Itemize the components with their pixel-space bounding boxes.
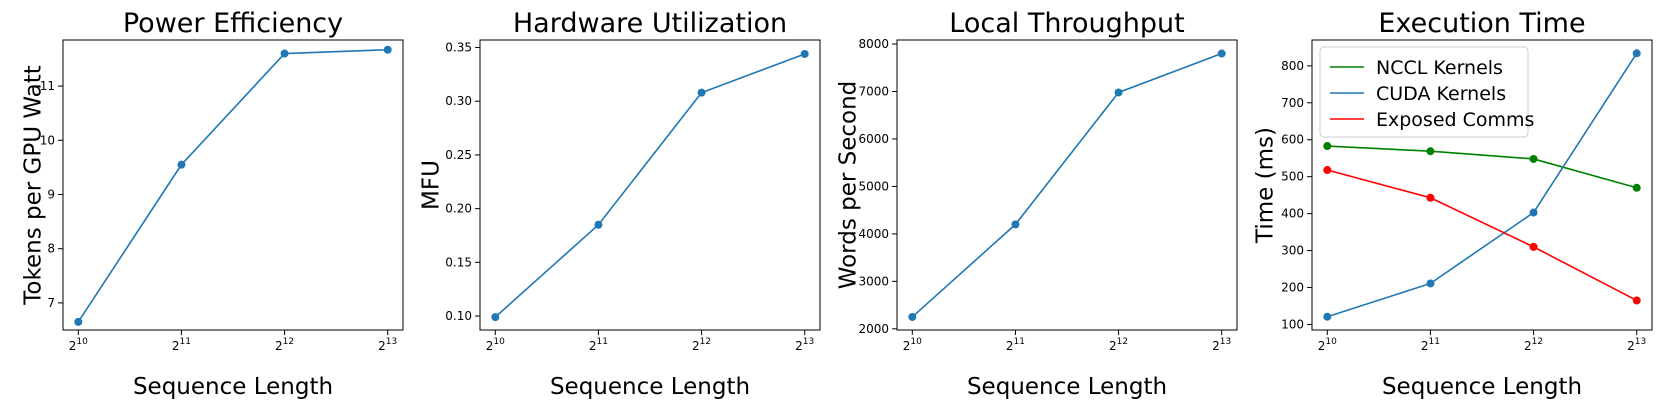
y-tick-label: 7	[47, 296, 55, 310]
x-tick-label: 210	[486, 337, 505, 353]
y-tick-label: 0.15	[445, 255, 472, 269]
data-point	[1323, 312, 1332, 321]
x-tick-label: 210	[69, 337, 88, 353]
data-point	[1323, 142, 1332, 151]
y-tick-label: 0.20	[445, 202, 472, 216]
y-tick-label: 300	[1281, 244, 1304, 258]
y-tick-label: 600	[1281, 133, 1304, 147]
chart-panel: Local Throughput Sequence Length Words per…	[836, 8, 1238, 400]
y-tick-label: 9	[47, 187, 55, 201]
x-tick-label: 210	[903, 337, 922, 353]
data-point	[1323, 166, 1332, 175]
y-tick-label: 400	[1281, 207, 1304, 221]
y-tick-label: 0.35	[445, 41, 472, 55]
chart-title: Local Throughput	[949, 8, 1184, 39]
x-tick-label: 211	[172, 337, 191, 353]
data-point	[1632, 296, 1641, 305]
y-tick-label: 4000	[858, 227, 889, 241]
legend-label: Exposed Comms	[1376, 109, 1534, 131]
legend-label: CUDA Kernels	[1376, 83, 1506, 105]
y-tick-label: 200	[1281, 281, 1304, 295]
axes-frame	[62, 39, 404, 331]
x-tick-label: 213	[1212, 337, 1231, 353]
y-axis-label: Tokens per GPU Watt	[21, 65, 47, 306]
data-point	[1529, 154, 1538, 163]
axes-frame	[1311, 39, 1653, 331]
y-tick-label: 800	[1281, 59, 1304, 73]
series-line	[1327, 169, 1638, 302]
data-point	[1426, 147, 1435, 156]
data-point	[908, 312, 917, 321]
axes-frame	[479, 39, 821, 331]
y-tick-label: 700	[1281, 96, 1304, 110]
data-point	[280, 49, 289, 58]
series-line	[1327, 52, 1638, 318]
x-tick-label: 210	[1318, 337, 1337, 353]
data-point	[1529, 242, 1538, 251]
x-tick-label: 212	[692, 337, 711, 353]
y-tick-label: 10	[40, 133, 55, 147]
y-tick-label: 100	[1281, 317, 1304, 331]
data-point	[1114, 88, 1123, 97]
y-tick-label: 0.10	[445, 309, 472, 323]
series-line	[77, 48, 388, 323]
chart-panel: Execution Time Sequence Length Time (ms) 21…	[1253, 8, 1653, 400]
y-tick-label: 8	[47, 242, 55, 256]
data-point	[1632, 49, 1641, 58]
data-point	[1632, 183, 1641, 192]
chart-title: Power Efficiency	[123, 8, 343, 39]
axes-frame	[896, 39, 1238, 331]
data-point	[800, 49, 809, 58]
x-tick-label: 211	[1006, 337, 1025, 353]
chart-title: Hardware Utilization	[513, 8, 787, 39]
series-line	[494, 53, 805, 318]
x-tick-label: 213	[378, 337, 397, 353]
y-tick-label: 3000	[858, 274, 889, 288]
x-tick-label: 212	[1109, 337, 1128, 353]
data-point	[74, 317, 83, 326]
y-tick-label: 500	[1281, 170, 1304, 184]
y-tick-label: 7000	[858, 84, 889, 98]
y-tick-label: 0.25	[445, 148, 472, 162]
legend-label: NCCL Kernels	[1376, 57, 1503, 79]
data-point	[697, 88, 706, 97]
y-tick-label: 2000	[858, 322, 889, 336]
data-point	[1426, 279, 1435, 288]
y-axis-label: Words per Second	[836, 81, 862, 290]
x-tick-label: 212	[1524, 337, 1543, 353]
data-point	[1426, 193, 1435, 202]
data-point	[177, 160, 186, 169]
data-point	[383, 45, 392, 54]
legend: NCCL Kernels CUDA Kernels Exposed Comms	[1319, 46, 1534, 138]
y-tick-label: 5000	[858, 179, 889, 193]
data-point	[1529, 208, 1538, 217]
y-axis-label: MFU	[419, 160, 445, 210]
data-point	[1011, 220, 1020, 229]
y-axis-label: Time (ms)	[1253, 127, 1279, 244]
x-axis-label: Sequence Length	[133, 374, 333, 400]
x-tick-label: 211	[589, 337, 608, 353]
x-axis-label: Sequence Length	[1382, 374, 1582, 400]
chart-title: Execution Time	[1378, 8, 1585, 39]
x-axis-label: Sequence Length	[550, 374, 750, 400]
y-tick-label: 6000	[858, 132, 889, 146]
data-point	[491, 313, 500, 322]
x-tick-label: 213	[1627, 337, 1646, 353]
chart-panel: Hardware Utilization Sequence Length MFU 21…	[419, 8, 821, 400]
chart-panel: Power Efficiency Sequence Length Tokens pe…	[21, 8, 404, 400]
x-tick-label: 213	[795, 337, 814, 353]
y-tick-label: 11	[40, 79, 55, 93]
y-tick-label: 0.30	[445, 94, 472, 108]
legend-box	[1319, 46, 1529, 138]
x-axis-label: Sequence Length	[967, 374, 1167, 400]
x-tick-label: 211	[1421, 337, 1440, 353]
series-line	[1327, 145, 1637, 189]
series-line	[911, 52, 1222, 318]
x-tick-label: 212	[275, 337, 294, 353]
data-point	[594, 220, 603, 229]
y-tick-label: 8000	[858, 37, 889, 51]
data-point	[1217, 49, 1226, 58]
